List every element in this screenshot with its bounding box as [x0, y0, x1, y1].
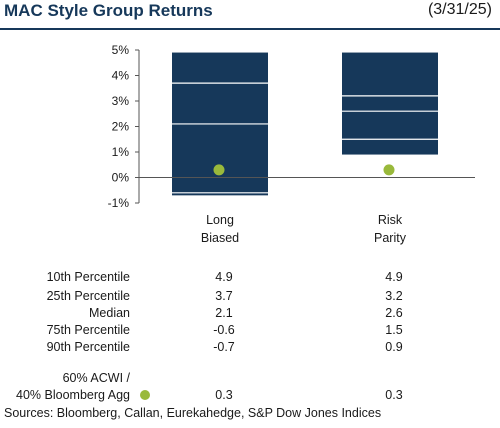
cell-long-biased-benchmark: 0.3 — [215, 388, 233, 402]
cell-risk-parity-p75: 1.5 — [385, 323, 403, 337]
cell-risk-parity-p90: 0.9 — [385, 340, 403, 354]
y-tick-label-6: 5% — [112, 43, 130, 57]
cell-risk-parity-p25: 3.2 — [385, 289, 403, 303]
cell-risk-parity-p10: 4.9 — [385, 270, 403, 284]
cell-long-biased-p75: -0.6 — [213, 323, 235, 337]
category-label-1-line2: Parity — [374, 231, 407, 245]
category-label-0-line1: Long — [206, 213, 234, 227]
y-tick-label-5: 4% — [112, 69, 130, 83]
benchmark-dot-1 — [383, 164, 395, 176]
header-rule — [0, 28, 500, 30]
cell-risk-parity-median: 2.6 — [385, 306, 403, 320]
benchmark-label-line2: 40% Bloomberg Agg — [16, 388, 130, 402]
chart-title: MAC Style Group Returns — [4, 1, 213, 20]
cell-risk-parity-benchmark: 0.3 — [385, 388, 403, 402]
benchmark-label: 60% ACWI / 40% Bloomberg Agg — [16, 370, 130, 404]
cell-long-biased-median: 2.1 — [215, 306, 233, 320]
category-label-1-line1: Risk — [378, 213, 403, 227]
as-of-date: (3/31/25) — [427, 1, 492, 18]
box-1 — [342, 52, 438, 155]
y-tick-label-0: -1% — [108, 196, 130, 210]
row-label-median: Median — [89, 306, 130, 320]
row-label-p25: 25th Percentile — [46, 289, 130, 303]
category-label-0-line2: Biased — [201, 231, 239, 245]
benchmark-label-line1: 60% ACWI / — [62, 371, 130, 385]
y-tick-label-4: 3% — [112, 94, 130, 108]
row-label-p75: 75th Percentile — [46, 323, 130, 337]
y-tick-label-2: 1% — [112, 145, 130, 159]
row-label-p10: 10th Percentile — [46, 270, 130, 284]
sources-note: Sources: Bloomberg, Callan, Eurekahedge,… — [4, 406, 382, 420]
cell-long-biased-p25: 3.7 — [215, 289, 233, 303]
box-chart: Long Biased Risk Parity -1% 0% 1% 2% 3% 4% 5% — [108, 43, 475, 245]
row-label-p90: 90th Percentile — [46, 340, 130, 354]
benchmark-legend-dot — [140, 390, 150, 400]
cell-long-biased-p90: -0.7 — [213, 340, 235, 354]
benchmark-dot-0 — [213, 164, 225, 176]
y-tick-label-3: 2% — [112, 120, 130, 134]
cell-long-biased-p10: 4.9 — [215, 270, 233, 284]
y-tick-label-1: 0% — [112, 171, 130, 185]
